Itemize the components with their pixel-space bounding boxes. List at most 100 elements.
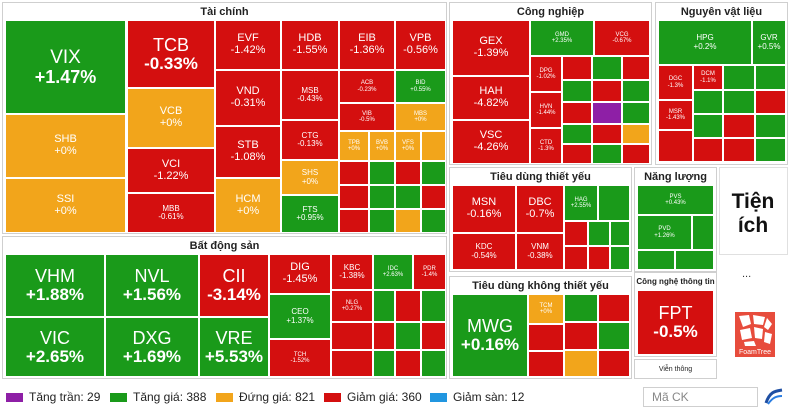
tile-small[interactable] [369, 161, 395, 185]
tile-small[interactable] [598, 350, 630, 377]
tile-small[interactable] [622, 102, 650, 124]
tile-small[interactable] [598, 185, 630, 221]
tile-small[interactable] [369, 209, 395, 233]
tile-small[interactable] [528, 324, 564, 351]
tile-kdc[interactable]: KDC -0.54% [452, 233, 516, 270]
tile-small[interactable] [373, 322, 395, 350]
tile-small[interactable] [592, 102, 622, 124]
tile-small[interactable] [622, 124, 650, 144]
tile-small[interactable] [369, 185, 395, 209]
tile-small[interactable] [339, 161, 369, 185]
tile-small[interactable] [592, 144, 622, 164]
tile-gmd[interactable]: GMD +2.35% [530, 20, 594, 56]
tile-small[interactable] [723, 138, 755, 162]
tile-hdb[interactable]: HDB -1.55% [281, 20, 339, 70]
tile-hcm[interactable]: HCM +0% [215, 178, 281, 233]
tile-mbs[interactable]: MBS +0% [395, 103, 446, 131]
tile-small[interactable] [373, 290, 395, 322]
tile-small[interactable] [528, 351, 564, 377]
tile-dcm[interactable]: DCM -1.1% [693, 65, 723, 90]
tile-ctg[interactable]: CTG -0.13% [281, 120, 339, 160]
tile-msr[interactable]: MSR -1.43% [658, 100, 693, 130]
tile-small[interactable] [693, 138, 723, 162]
tile-dig[interactable]: DIG -1.45% [269, 254, 331, 294]
tile-small[interactable] [373, 350, 395, 377]
tile-fts[interactable]: FTS +0.95% [281, 195, 339, 233]
tile-small[interactable] [395, 322, 421, 350]
tile-small[interactable] [395, 290, 421, 322]
tile-ssi[interactable]: SSI +0% [5, 178, 126, 233]
tile-small[interactable] [564, 221, 588, 246]
tile-bid[interactable]: BID +0.55% [395, 70, 446, 103]
search-input[interactable]: Mã CK [643, 387, 758, 407]
tile-small[interactable] [622, 144, 650, 164]
tile-evf[interactable]: EVF -1.42% [215, 20, 281, 70]
tile-small[interactable] [339, 209, 369, 233]
tile-vhm[interactable]: VHM +1.88% [5, 254, 105, 317]
tile-small[interactable] [592, 80, 622, 102]
tile-tch[interactable]: TCH -1.52% [269, 339, 331, 377]
tile-ctd[interactable]: CTD -1.3% [530, 128, 562, 164]
tile-nlg[interactable]: NLG +0.27% [331, 290, 373, 322]
tile-small[interactable] [562, 56, 592, 80]
tile-vpb[interactable]: VPB -0.56% [395, 20, 446, 70]
tile-small[interactable] [421, 131, 446, 161]
tile-small[interactable] [755, 90, 786, 114]
tile-vre[interactable]: VRE +5.53% [199, 317, 269, 377]
tile-small[interactable] [755, 138, 786, 162]
tile-small[interactable] [562, 102, 592, 124]
tile-mwg[interactable]: MWG +0.16% [452, 294, 528, 377]
tile-pvd[interactable]: PVD +1.26% [637, 215, 692, 250]
tile-vci[interactable]: VCI -1.22% [127, 148, 215, 193]
tile-small[interactable] [755, 114, 786, 138]
tile-acb[interactable]: ACB -0.23% [339, 70, 395, 103]
tile-msb[interactable]: MSB -0.43% [281, 70, 339, 120]
tile-gex[interactable]: GEX -1.39% [452, 20, 530, 76]
tile-mbb[interactable]: MBB -0.61% [127, 193, 215, 233]
tile-small[interactable] [723, 65, 755, 90]
tile-dbc[interactable]: DBC -0.7% [516, 185, 564, 233]
tile-small[interactable] [421, 350, 446, 377]
tile-small[interactable] [564, 294, 598, 322]
tile-msn[interactable]: MSN -0.16% [452, 185, 516, 233]
tile-vic[interactable]: VIC +2.65% [5, 317, 105, 377]
tile-hpg[interactable]: HPG +0.2% [658, 20, 752, 65]
tile-stb[interactable]: STB -1.08% [215, 126, 281, 178]
tile-small[interactable] [693, 90, 723, 114]
tile-shs[interactable]: SHS +0% [281, 160, 339, 195]
tile-small[interactable] [588, 221, 610, 246]
tile-small[interactable] [592, 124, 622, 144]
tile-small[interactable] [592, 56, 622, 80]
tile-small[interactable] [562, 80, 592, 102]
tile-small[interactable] [723, 114, 755, 138]
tile-idc[interactable]: IDC +2.63% [373, 254, 413, 290]
tile-vfs[interactable]: VFS +0% [395, 131, 421, 161]
tile-hah[interactable]: HAH -4.82% [452, 76, 530, 120]
tile-small[interactable] [395, 185, 421, 209]
tile-eib[interactable]: EIB -1.36% [339, 20, 395, 70]
tile-kbc[interactable]: KBC -1.38% [331, 254, 373, 290]
tile-tcb[interactable]: TCB -0.33% [127, 20, 215, 88]
tile-vnm[interactable]: VNM -0.38% [516, 233, 564, 270]
tile-dpg[interactable]: DPG -1.02% [530, 56, 562, 92]
tile-small[interactable] [421, 209, 446, 233]
tile-small[interactable] [339, 185, 369, 209]
tile-vcg[interactable]: VCG -0.67% [594, 20, 650, 56]
tile-small[interactable] [622, 56, 650, 80]
tile-vnd[interactable]: VND -0.31% [215, 70, 281, 126]
tile-cii[interactable]: CII -3.14% [199, 254, 269, 317]
tile-small[interactable] [723, 90, 755, 114]
tile-small[interactable] [637, 250, 675, 270]
tile-small[interactable] [564, 350, 598, 377]
tile-small[interactable] [622, 80, 650, 102]
tile-small[interactable] [395, 350, 421, 377]
tile-small[interactable] [610, 221, 630, 246]
tile-vix[interactable]: VIX +1.47% [5, 20, 126, 114]
tile-pdr[interactable]: PDR -1.4% [413, 254, 446, 290]
tile-small[interactable] [755, 65, 786, 90]
tile-small[interactable] [692, 215, 714, 250]
tile-small[interactable] [693, 114, 723, 138]
tile-vsc[interactable]: VSC -4.26% [452, 120, 530, 164]
tile-small[interactable] [588, 246, 610, 270]
tile-vib[interactable]: VIB -0.5% [339, 103, 395, 131]
